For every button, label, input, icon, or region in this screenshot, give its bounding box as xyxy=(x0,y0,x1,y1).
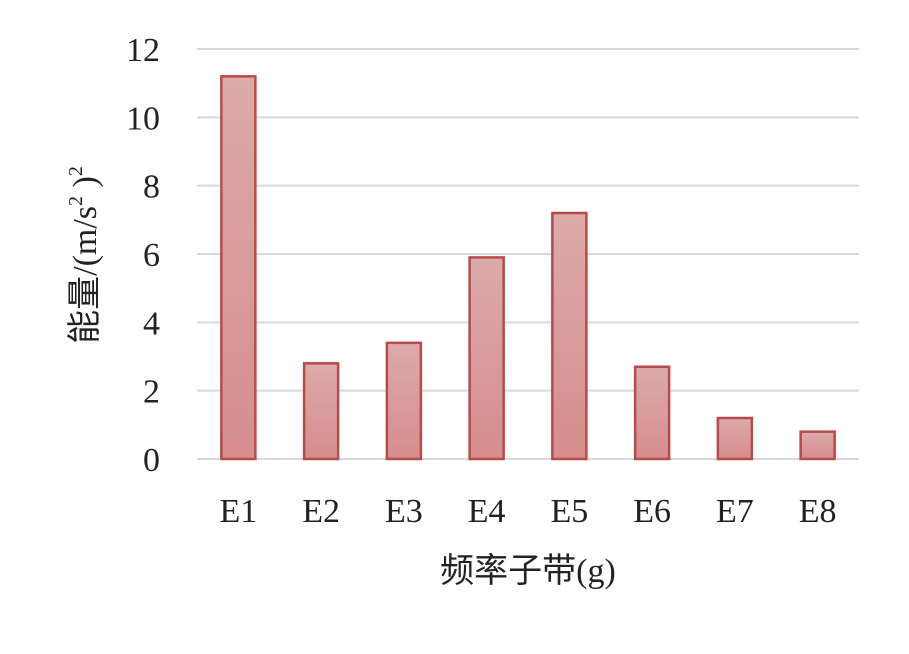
y-tick-label: 4 xyxy=(143,305,160,342)
bar-E1 xyxy=(220,75,257,461)
bar-E4 xyxy=(468,256,505,461)
x-tick-label: E6 xyxy=(633,493,671,530)
x-tick-label: E4 xyxy=(468,493,506,530)
y-tick-label: 0 xyxy=(143,442,160,479)
bar-E3 xyxy=(385,341,423,461)
x-tick-label: E1 xyxy=(219,493,257,530)
bars xyxy=(220,75,836,461)
bar-E7 xyxy=(716,416,754,461)
x-tick-label: E2 xyxy=(302,493,340,530)
x-tick-label: E5 xyxy=(550,493,588,530)
bar-E5 xyxy=(551,211,588,461)
x-axis-label: 频率子带(g) xyxy=(440,552,616,590)
x-tick-labels: E1 E2 E3 E4 E5 E6 E7 E8 xyxy=(219,493,836,530)
y-tick-label: 2 xyxy=(143,374,160,411)
y-tick-label: 10 xyxy=(126,100,160,137)
y-tick-label: 8 xyxy=(143,169,160,206)
y-tick-label: 6 xyxy=(143,237,160,274)
y-tick-labels: 0 2 4 6 8 10 12 xyxy=(126,32,160,479)
bar-E8 xyxy=(799,430,836,461)
gridlines xyxy=(197,48,859,460)
bar-E2 xyxy=(302,362,340,461)
bar-E6 xyxy=(633,365,671,461)
x-tick-label: E7 xyxy=(716,493,754,530)
y-axis-label: 能量/(m/s2 )2 xyxy=(65,166,104,344)
y-tick-label: 12 xyxy=(126,32,160,69)
x-tick-label: E8 xyxy=(799,493,837,530)
x-tick-label: E3 xyxy=(385,493,423,530)
